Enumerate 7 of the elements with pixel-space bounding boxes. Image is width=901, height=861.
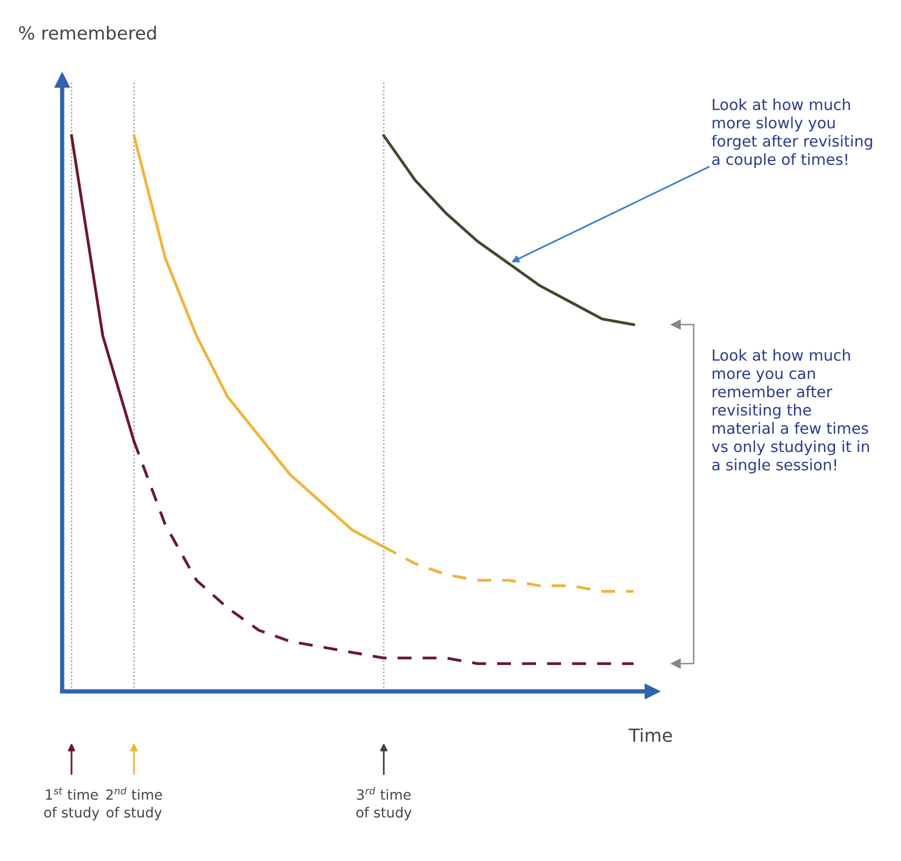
text: 1$^{st}$ time of study: [44, 788, 100, 820]
text: 2$^{nd}$ time of study: [106, 786, 162, 820]
text: Look at how much more slowly you forget after revisiting a couple of times!: [712, 98, 872, 168]
text: Look at how much more you can remember after revisiting the material a few times vs only studying it in a single session!: [712, 349, 869, 474]
x-axis-title: Time: [628, 728, 672, 742]
text: % remembered: [19, 26, 156, 40]
text: 3$^{rd}$ time of study: [356, 786, 412, 820]
